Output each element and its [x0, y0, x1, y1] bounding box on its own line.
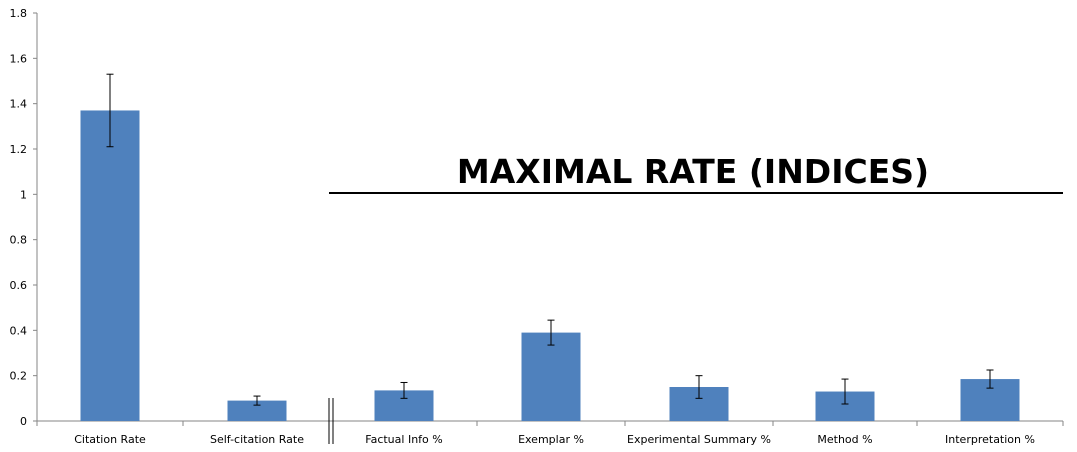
error-bar	[986, 369, 994, 389]
category-label: Exemplar %	[518, 433, 584, 446]
y-tick-label: 1.8	[10, 7, 28, 20]
y-tick-label: 0.6	[10, 279, 28, 292]
error-bar	[253, 395, 261, 406]
category-label: Method %	[817, 433, 872, 446]
category-labels: Citation Rate Self-citation Rate Factual I…	[74, 433, 1035, 446]
y-tick-label: 1.6	[10, 52, 28, 65]
axis-break	[328, 398, 334, 444]
error-bar	[400, 381, 408, 399]
y-tick-label: 0.2	[10, 370, 28, 383]
bar	[80, 110, 140, 421]
error-bar	[841, 378, 849, 405]
chart-title: MAXIMAL RATE (INDICES)	[457, 152, 929, 191]
y-tick-label: 0.8	[10, 234, 28, 247]
y-tick-label: 1.4	[10, 98, 28, 111]
y-axis: 0 0.2 0.4 0.6 0.8 1 1.2 1.4 1.6 1.8	[10, 7, 38, 428]
error-bar	[695, 375, 703, 399]
category-label: Experimental Summary %	[627, 433, 771, 446]
bar	[227, 400, 287, 421]
category-label: Factual Info %	[365, 433, 442, 446]
y-tick-label: 1	[20, 188, 27, 201]
error-bar	[106, 73, 114, 148]
x-axis	[36, 420, 1064, 426]
category-label: Interpretation %	[945, 433, 1035, 446]
category-label: Citation Rate	[74, 433, 146, 446]
title-group: MAXIMAL RATE (INDICES)	[329, 152, 1063, 194]
y-tick-label: 0	[20, 415, 27, 428]
error-bar	[547, 319, 555, 346]
bar	[521, 332, 581, 421]
y-tick-label: 1.2	[10, 143, 28, 156]
category-label: Self-citation Rate	[210, 433, 304, 446]
y-tick-label: 0.4	[10, 324, 28, 337]
error-bars	[106, 73, 994, 406]
